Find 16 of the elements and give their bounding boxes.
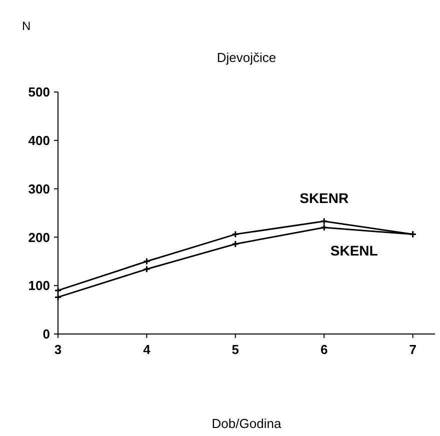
y-tick-label: 500	[28, 84, 50, 100]
x-tick-label: 3	[54, 342, 62, 357]
x-tick-label: 7	[409, 342, 416, 357]
series-label: SKENL	[330, 242, 378, 259]
y-tick-label: 200	[28, 230, 50, 245]
y-tick-label: 100	[28, 278, 50, 294]
x-tick-label: 6	[320, 342, 328, 357]
text: Dob/Godina	[212, 416, 282, 431]
series-label: SKENR	[300, 190, 349, 206]
x-tick-label: 4	[143, 342, 152, 357]
chart-title: Djevojčice	[216, 50, 276, 65]
y-tick-label: 0	[42, 326, 50, 342]
y-tick-label: 400	[28, 132, 50, 148]
y-tick-label: 300	[28, 181, 50, 196]
text: N	[22, 19, 31, 33]
x-tick-label: 5	[232, 342, 240, 357]
